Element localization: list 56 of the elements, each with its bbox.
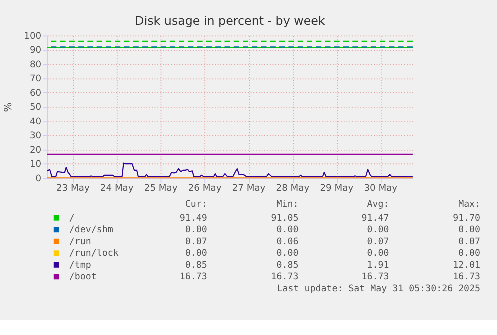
text: 91.47: [362, 214, 390, 224]
text: 0.85: [185, 260, 208, 271]
x-tick-label: 24 May: [100, 184, 134, 194]
text: 16.73: [362, 272, 390, 283]
text: 16.73: [453, 272, 481, 283]
text: 1.91: [367, 260, 390, 271]
text: 16.73: [180, 272, 208, 283]
text: 0.07: [367, 237, 390, 248]
x-tick-label: 27 May: [232, 184, 266, 194]
text: Last update: Sat May 31 05:30:26 2025: [277, 284, 481, 294]
text: 0.07: [458, 237, 481, 248]
text: 0.00: [458, 249, 481, 260]
text: Min:: [276, 200, 299, 210]
chart-title: Disk usage in percent - by week: [135, 14, 326, 28]
text: 0.06: [276, 237, 299, 248]
text: 0.00: [458, 226, 481, 236]
y-axis-title: %: [3, 102, 14, 112]
x-tick-label: 25 May: [144, 184, 178, 194]
text: 0.00: [185, 226, 208, 236]
text: Max:: [458, 200, 481, 210]
x-tick-label: 29 May: [320, 184, 354, 194]
text: Cur:: [185, 200, 208, 210]
text: 0.00: [367, 249, 390, 260]
legend-label: /dev/shm: [69, 226, 114, 236]
legend-label: /run: [69, 237, 92, 248]
text: 0.07: [185, 237, 208, 248]
text: 91.05: [271, 214, 299, 224]
y-tick-label: 10: [30, 160, 42, 170]
y-tick-label: 50: [30, 103, 42, 114]
y-tick-label: 70: [30, 74, 42, 85]
x-tick-label: 23 May: [56, 184, 90, 194]
y-tick-label: 80: [30, 60, 42, 70]
text: Avg:: [367, 200, 390, 210]
text: 91.70: [453, 214, 481, 224]
text: 91.49: [180, 214, 208, 224]
legend-label: /boot: [69, 272, 97, 283]
text: 16.73: [271, 272, 299, 283]
x-tick-label: 28 May: [276, 184, 310, 194]
legend-label: /run/lock: [69, 249, 120, 260]
y-tick-label: 0: [36, 174, 42, 184]
x-tick-label: 26 May: [188, 184, 222, 194]
x-tick-label: 30 May: [364, 184, 398, 194]
y-tick-label: 100: [24, 32, 42, 42]
y-tick-label: 40: [30, 117, 42, 128]
text: 0.00: [367, 226, 390, 236]
text: 12.01: [453, 260, 481, 271]
text: 0.00: [276, 249, 299, 260]
y-tick-label: 20: [30, 146, 42, 156]
legend-label: /: [69, 214, 75, 224]
y-tick-label: 90: [30, 46, 42, 56]
text: 0.00: [185, 249, 208, 260]
legend-label: /tmp: [69, 260, 92, 271]
y-tick-label: 30: [30, 132, 42, 142]
text: 0.85: [276, 260, 299, 271]
y-tick-label: 60: [30, 88, 42, 99]
text: 0.00: [276, 226, 299, 236]
